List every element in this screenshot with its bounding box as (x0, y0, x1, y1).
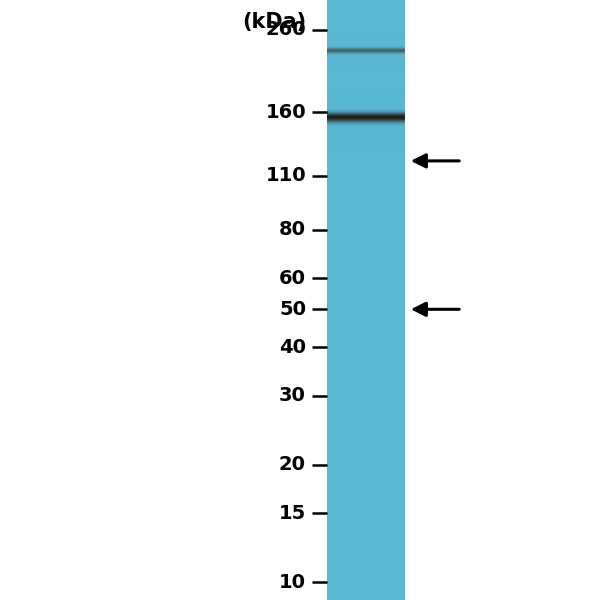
Text: 160: 160 (265, 103, 306, 122)
Text: 260: 260 (265, 20, 306, 40)
Text: 50: 50 (279, 300, 306, 319)
Text: 80: 80 (279, 220, 306, 239)
Text: 110: 110 (265, 166, 306, 185)
Text: 40: 40 (279, 338, 306, 356)
Text: 20: 20 (279, 455, 306, 474)
Text: 15: 15 (279, 504, 306, 523)
Text: 60: 60 (279, 269, 306, 288)
Text: 30: 30 (279, 386, 306, 406)
Text: 10: 10 (279, 572, 306, 592)
Text: (kDa): (kDa) (242, 11, 306, 32)
